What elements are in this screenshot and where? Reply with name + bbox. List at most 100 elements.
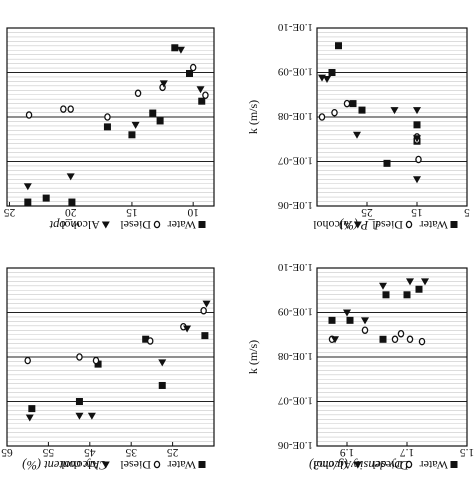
legend-marker-circle [153, 220, 161, 229]
data-point-alcohol [390, 107, 399, 115]
data-point-diesel [104, 113, 111, 121]
series-diesel [24, 306, 207, 365]
grid-lines [7, 272, 214, 442]
data-point-alcohol [202, 300, 211, 308]
y-tick-label: 1.0E-10 [277, 21, 313, 33]
x-tick-label: 15 [126, 206, 138, 218]
data-point-diesel [25, 111, 33, 119]
legend-marker-square [198, 221, 206, 228]
legend-marker-triangle [101, 461, 110, 469]
legend-marker-triangle [353, 221, 362, 229]
data-point-water [142, 335, 150, 343]
y-tick-label: 1.0E-09 [277, 306, 313, 318]
major-grid-lines [7, 312, 214, 402]
data-point-alcohol [353, 131, 361, 139]
data-point-diesel [92, 356, 100, 365]
data-point-water [186, 69, 194, 77]
legend-label: Alcohol [60, 218, 99, 232]
data-point-alcohol [323, 76, 331, 84]
data-point-alcohol [176, 46, 185, 54]
x-tick-label: 20 [65, 206, 77, 218]
y-tick-label: 1.0E-06 [277, 439, 313, 451]
major-grid-lines [317, 312, 467, 402]
legend-label: Alcohol [312, 218, 351, 232]
legend-marker-circle [405, 460, 413, 469]
data-point-alcohol [66, 173, 75, 181]
data-point-diesel [343, 99, 351, 108]
data-point-alcohol [23, 183, 32, 191]
data-point-water [415, 285, 423, 293]
x-tick-label: 15 [411, 206, 423, 218]
data-point-diesel [76, 353, 83, 361]
data-point-diesel [418, 337, 426, 346]
legend-marker-square [450, 221, 458, 228]
plot-frame [316, 267, 468, 447]
data-point-water [346, 316, 354, 324]
data-point-alcohol [421, 278, 429, 286]
x-tick-label: 35 [125, 446, 137, 458]
data-point-water [201, 332, 209, 340]
x-tick-label: 25 [361, 206, 373, 218]
legend-marker-circle [153, 460, 161, 469]
data-point-diesel [200, 306, 207, 315]
data-point-alcohol [75, 412, 84, 420]
data-point-diesel [60, 105, 67, 113]
x-tick-label: 1.5 [460, 446, 474, 458]
series-alcohol [25, 300, 211, 422]
legend: Water Diesel Alcohol [60, 458, 206, 472]
data-point-water [413, 121, 421, 129]
x-tick-label: 5 [464, 206, 470, 218]
data-point-alcohol [343, 309, 351, 317]
legend-label: Water [420, 218, 448, 232]
data-point-alcohol [196, 86, 205, 94]
chart-panel-3: 25 35 45 55 65 Clay content (%) Water Diesel Alc… [1, 267, 215, 472]
data-point-water [349, 100, 357, 108]
x-tick-label: 25 [3, 206, 15, 218]
data-point-alcohol [406, 278, 414, 286]
series-alcohol [23, 46, 205, 191]
data-point-water [103, 123, 111, 131]
data-point-alcohol [413, 107, 421, 115]
data-point-water [156, 117, 164, 125]
legend: Water Diesel Alcohol [60, 218, 206, 232]
data-point-alcohol [331, 336, 339, 344]
data-point-water [75, 398, 83, 405]
series-diesel [328, 326, 426, 346]
plot-frame [6, 27, 215, 207]
series-alcohol [331, 278, 429, 344]
plot-frame [6, 267, 215, 447]
data-point-alcohol [361, 317, 369, 325]
data-point-diesel [331, 108, 338, 117]
x-tick-label: 65 [1, 446, 13, 458]
plot-frame [316, 27, 468, 207]
data-point-alcohol [158, 359, 167, 367]
data-point-alcohol [379, 282, 387, 290]
x-tick-label: 10 [187, 206, 199, 218]
legend-label: Diesel [120, 218, 151, 232]
y-tick-label: 1.0E-10 [277, 261, 313, 273]
legend-label: Diesel [120, 458, 151, 472]
y-axis-label: k (m/s) [246, 100, 260, 134]
legend: Water Diesel Alcohol [312, 458, 458, 472]
data-point-diesel [415, 155, 422, 164]
x-tick-label: 45 [84, 446, 96, 458]
legend-label: Alcohol [312, 458, 351, 472]
x-axis-label: Clay content (%) [22, 458, 107, 472]
data-point-alcohol [183, 325, 192, 333]
series-diesel [318, 99, 422, 164]
legend-label: Alcohol [60, 458, 99, 472]
y-tick-label: 1.0E-08 [277, 350, 313, 362]
rotated-figure: 10 15 20 25 w_opt Water Diesel Alcohol 5 15 25 1.0E… [1, 21, 474, 472]
x-tick-label: 55 [42, 446, 54, 458]
x-tick-label: 25 [167, 446, 179, 458]
data-point-water [379, 335, 387, 343]
data-point-water [68, 198, 76, 206]
data-point-water [403, 291, 411, 299]
y-axis-label: k (m/s) [246, 340, 260, 374]
major-grid-lines [317, 72, 467, 162]
data-point-alcohol [25, 414, 34, 422]
data-point-diesel [202, 91, 209, 99]
data-point-diesel [134, 89, 142, 98]
series-diesel [25, 63, 209, 121]
